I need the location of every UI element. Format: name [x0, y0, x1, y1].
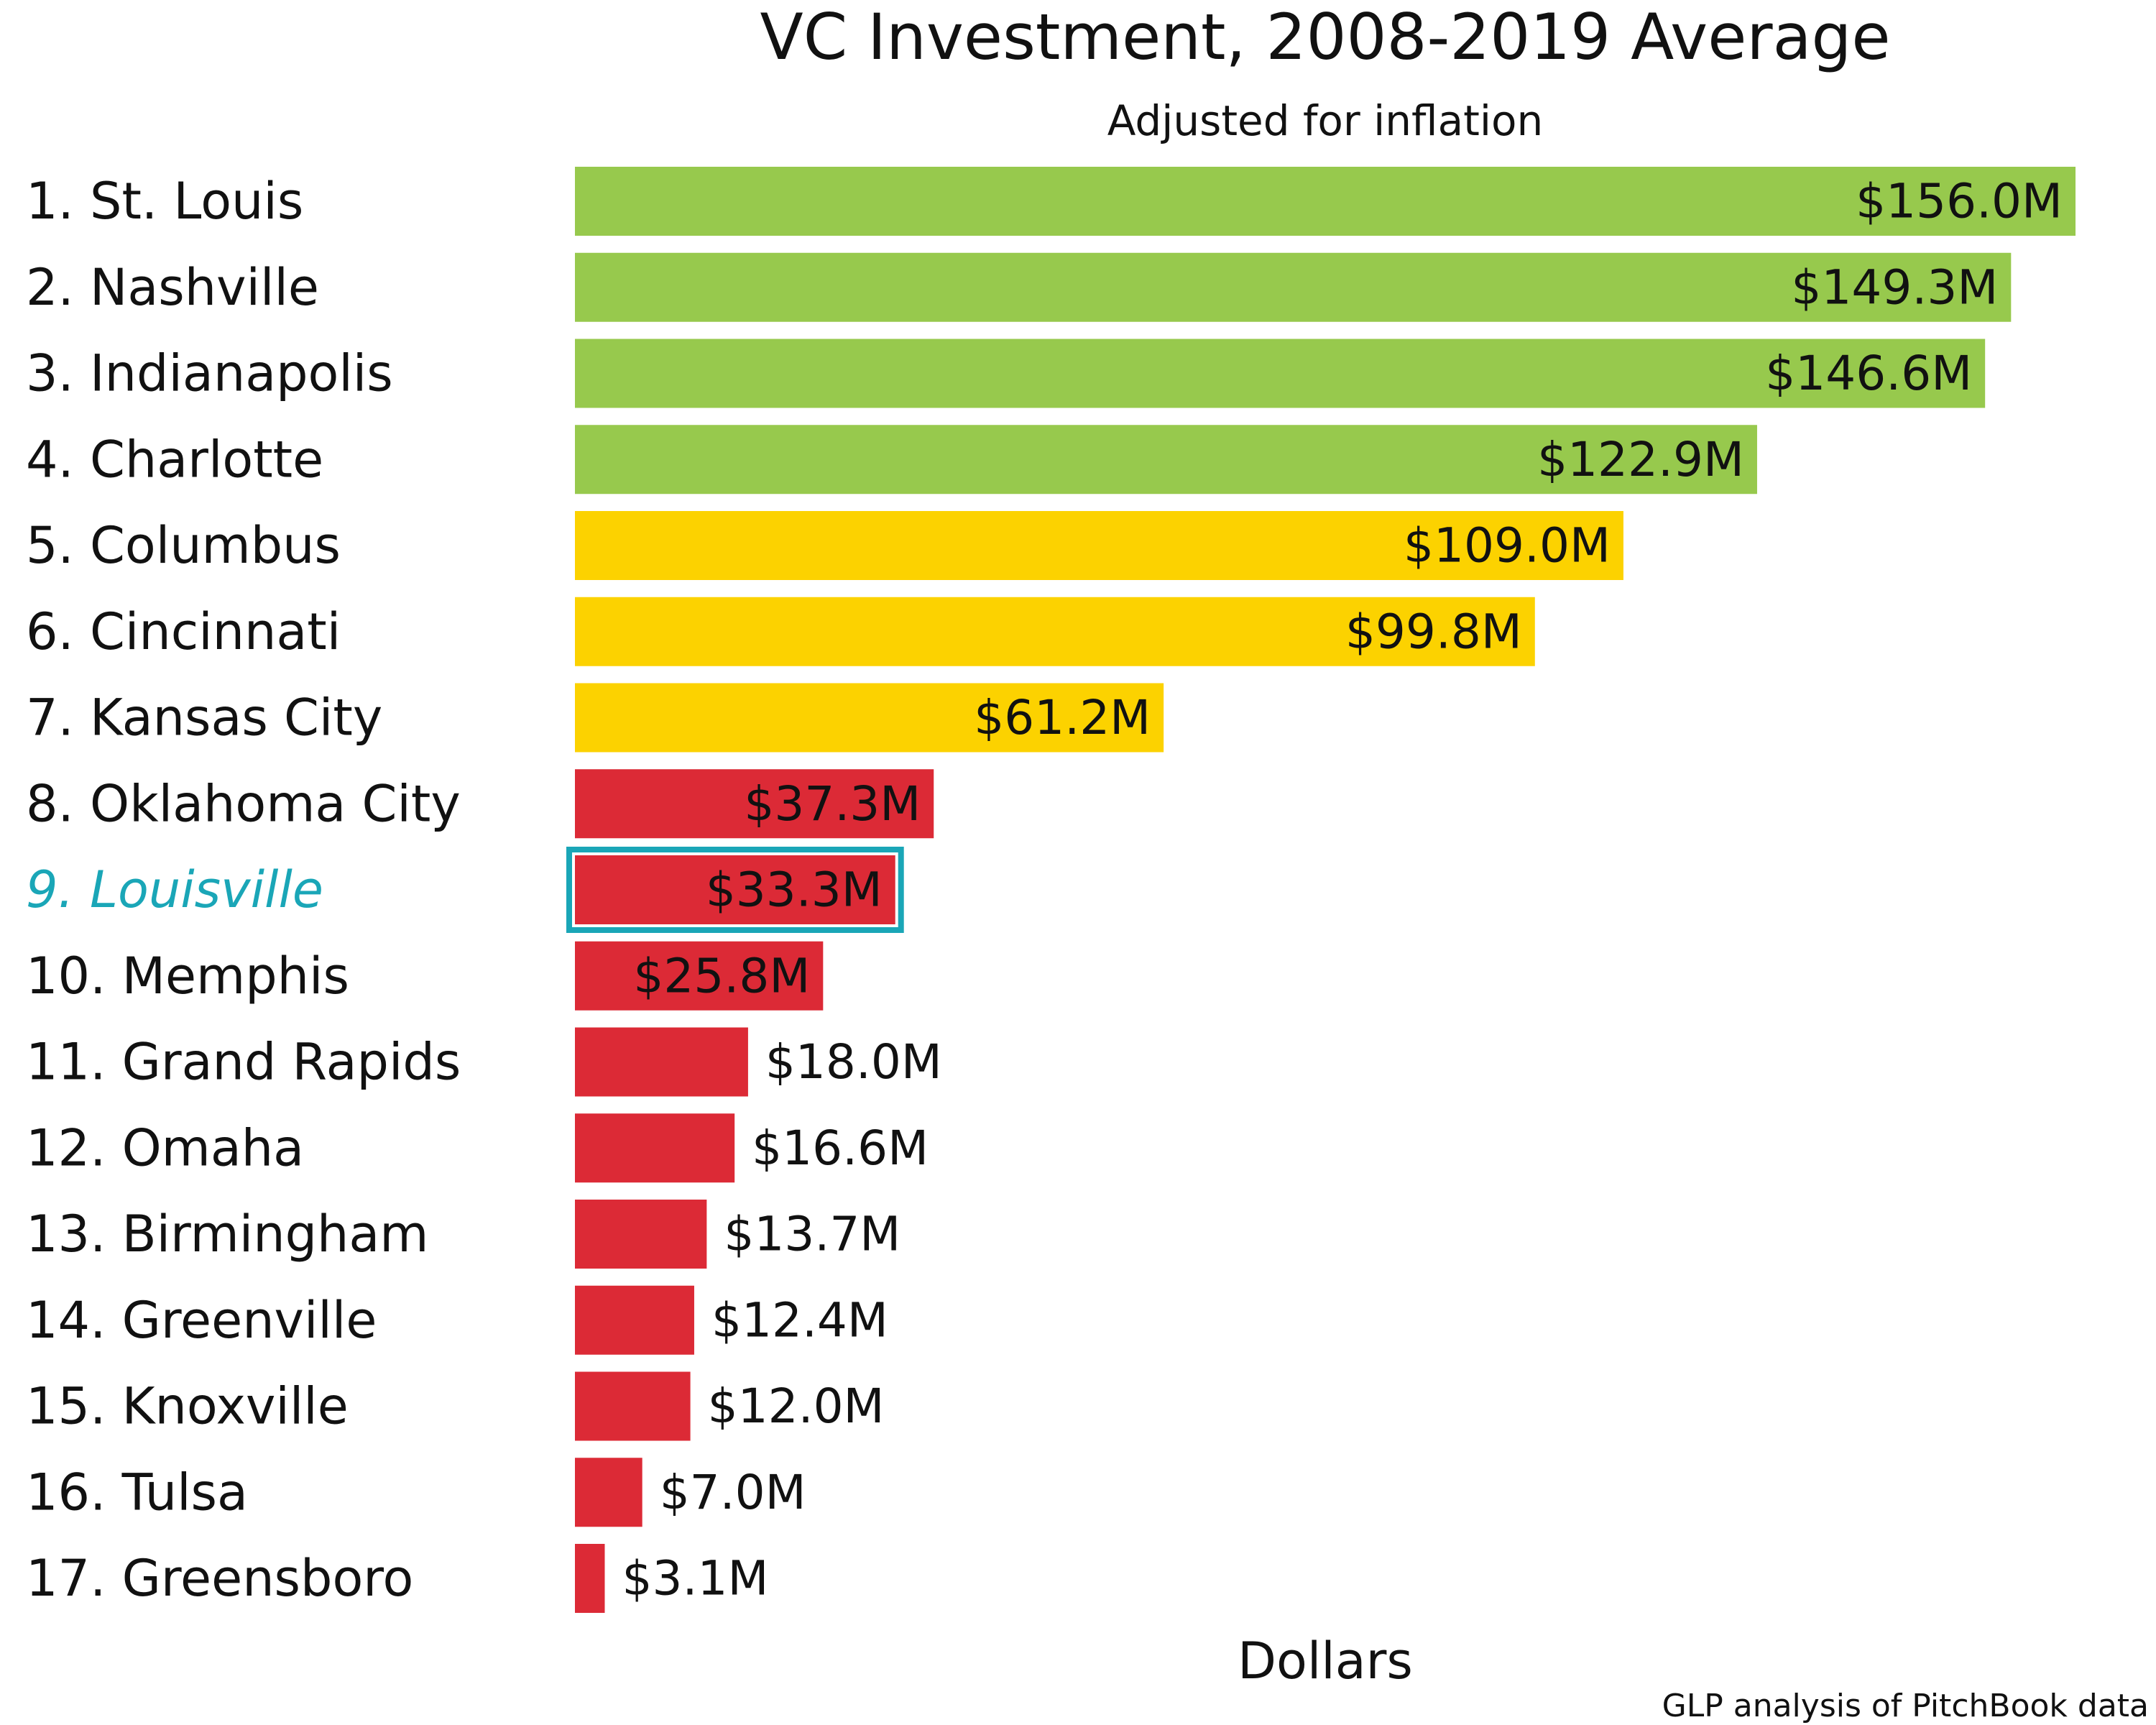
value-label-nashville: $149.3M — [1791, 259, 1998, 315]
bar-columbus — [575, 511, 1623, 580]
category-label-oklahoma-city: 8. Oklahoma City — [26, 774, 461, 833]
value-label-kansas-city: $61.2M — [974, 690, 1151, 745]
value-label-indianapolis: $146.6M — [1765, 346, 1972, 401]
value-label-knoxville: $12.0M — [708, 1379, 885, 1434]
category-label-louisville: 9. Louisville — [26, 860, 323, 919]
bar-tulsa — [575, 1458, 642, 1527]
bar-louisville — [575, 855, 895, 924]
value-label-charlotte: $122.9M — [1537, 432, 1744, 487]
chart-title: VC Investment, 2008-2019 Average — [760, 0, 1891, 74]
category-label-indianapolis: 3. Indianapolis — [26, 344, 393, 403]
bar-knoxville — [575, 1371, 691, 1441]
category-label-tulsa: 16. Tulsa — [26, 1463, 248, 1522]
category-label-st-louis: 1. St. Louis — [26, 172, 303, 231]
bar-grand-rapids — [575, 1027, 748, 1097]
bar-cincinnati — [575, 597, 1535, 666]
value-label-oklahoma-city: $37.3M — [744, 776, 921, 832]
category-label-omaha: 12. Omaha — [26, 1118, 304, 1177]
bar-omaha — [575, 1113, 735, 1183]
x-axis-label: Dollars — [1238, 1632, 1413, 1690]
category-label-memphis: 10. Memphis — [26, 947, 349, 1006]
bar-greenville — [575, 1285, 694, 1355]
category-label-columbus: 5. Columbus — [26, 516, 341, 575]
chart-subtitle: Adjusted for inflation — [1107, 96, 1543, 145]
bars-group: 1. St. Louis $156.0M 2. Nashville $149.3M 3.… — [26, 167, 2076, 1613]
bar-indianapolis — [575, 339, 1986, 408]
category-label-greenville: 14. Greenville — [26, 1291, 377, 1350]
category-label-charlotte: 4. Charlotte — [26, 430, 323, 489]
bar-charlotte — [575, 425, 1757, 494]
value-label-greensboro: $3.1M — [622, 1551, 768, 1606]
value-label-greenville: $12.4M — [711, 1292, 888, 1348]
bar-kansas-city — [575, 683, 1164, 753]
bar-st-louis — [575, 167, 2076, 236]
value-label-columbus: $109.0M — [1404, 518, 1611, 574]
bar-birmingham — [575, 1200, 707, 1269]
value-label-omaha: $16.6M — [752, 1121, 929, 1176]
category-label-knoxville: 15. Knoxville — [26, 1377, 349, 1436]
value-label-cincinnati: $99.8M — [1345, 604, 1522, 659]
category-label-greensboro: 17. Greensboro — [26, 1549, 413, 1608]
category-label-grand-rapids: 11. Grand Rapids — [26, 1033, 461, 1092]
value-label-birmingham: $13.7M — [724, 1207, 900, 1262]
bar-memphis — [575, 941, 824, 1011]
highlight-outline — [566, 847, 904, 933]
value-label-grand-rapids: $18.0M — [765, 1034, 942, 1090]
value-label-st-louis: $156.0M — [1856, 174, 2063, 229]
category-label-kansas-city: 7. Kansas City — [26, 689, 382, 748]
category-label-cincinnati: 6. Cincinnati — [26, 602, 341, 661]
source-note: GLP analysis of PitchBook data — [1662, 1688, 2149, 1724]
value-label-tulsa: $7.0M — [660, 1465, 806, 1520]
category-label-birmingham: 13. Birmingham — [26, 1205, 428, 1264]
value-label-memphis: $25.8M — [633, 948, 810, 1003]
bar-oklahoma-city — [575, 769, 934, 839]
bar-nashville — [575, 252, 2012, 322]
bar-greensboro — [575, 1544, 605, 1613]
value-label-louisville: $33.3M — [706, 862, 883, 918]
category-label-nashville: 2. Nashville — [26, 258, 319, 317]
